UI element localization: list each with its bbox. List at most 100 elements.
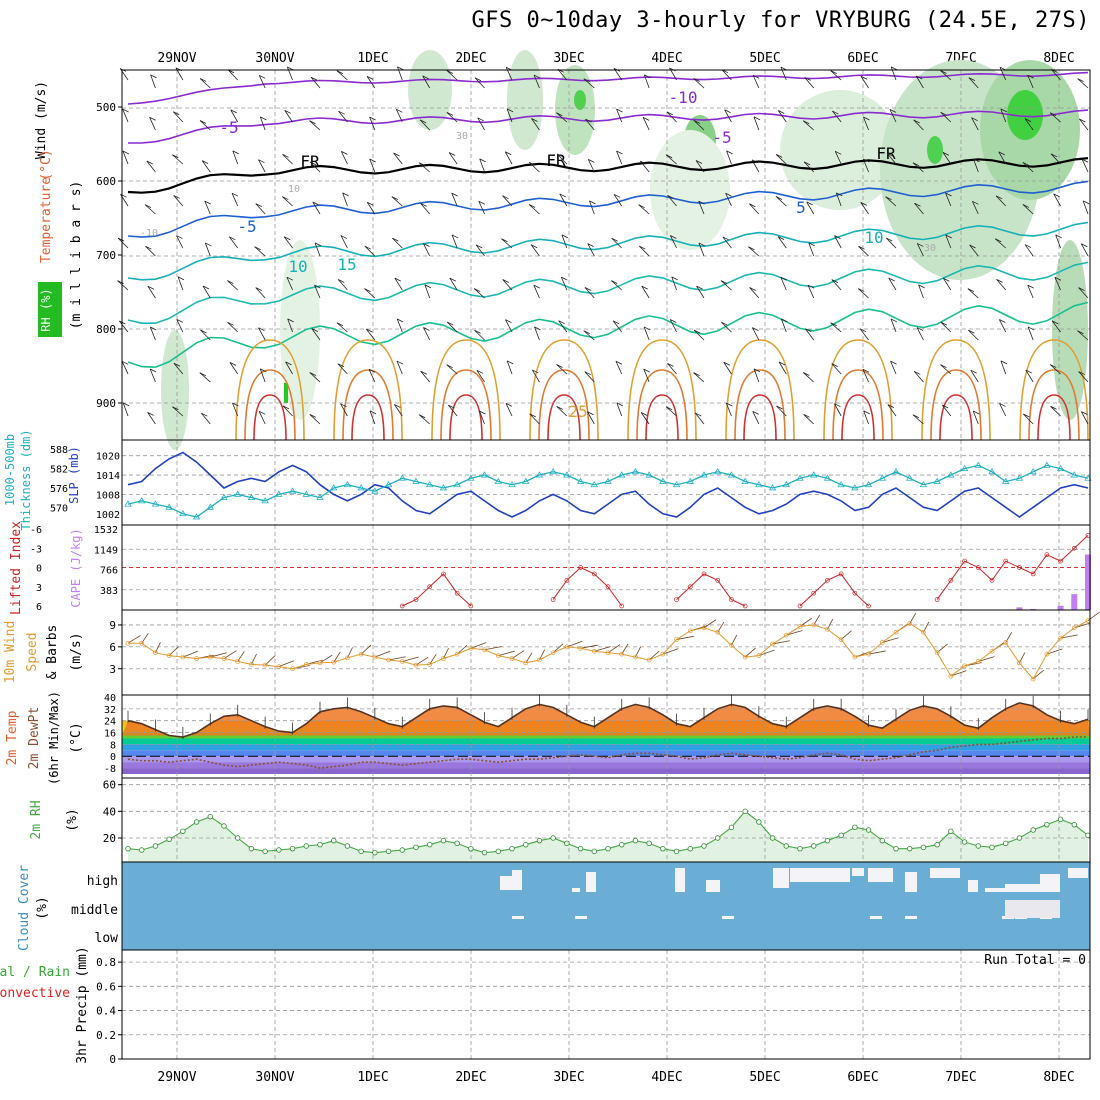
- rh-point: [783, 843, 789, 849]
- rh-point: [180, 828, 186, 835]
- wind-barb: [698, 200, 705, 205]
- wind-barb: [173, 362, 181, 367]
- lifted-index-point: [797, 603, 803, 609]
- wind-barb: [665, 406, 673, 411]
- slp-tick-label: 1014: [96, 471, 120, 482]
- wind-barb: [830, 322, 842, 333]
- wind-barb: [1077, 78, 1089, 89]
- temp-tick-label: 0: [110, 752, 116, 763]
- wind-barb: [917, 243, 924, 247]
- cloud-gap: [905, 872, 917, 892]
- temperature-contour-arch: [627, 339, 697, 441]
- wind-barb: [150, 74, 156, 89]
- rh-point: [920, 844, 927, 851]
- rh-point: [591, 848, 597, 855]
- contour-15: [127, 261, 1089, 324]
- temp-band: [122, 744, 1090, 751]
- wind-barb: [121, 360, 129, 365]
- thickness-marker: [549, 468, 557, 475]
- wind-barb: [670, 235, 677, 239]
- wind-speed-point: [866, 651, 871, 657]
- wind-barb: [1000, 108, 1007, 123]
- cloud-gap: [1040, 874, 1060, 888]
- wind-barb: [144, 204, 156, 215]
- wind-barb: [393, 152, 403, 165]
- wind-speed-point: [386, 657, 391, 663]
- wind-barb: [780, 318, 787, 333]
- wind-barb: [530, 244, 538, 249]
- wind-barb: [776, 405, 783, 410]
- contour-minus10: [127, 71, 1089, 105]
- y-tick-label: 0.2: [96, 1029, 116, 1042]
- wind-barb: [721, 69, 732, 81]
- pressure-axis-label: (m i l l i b a r s): [69, 181, 84, 330]
- wind-barb: [502, 195, 509, 200]
- wind-barb-10m: [662, 648, 679, 655]
- y-tick-label: 0.6: [96, 980, 116, 993]
- thickness-marker: [165, 503, 173, 510]
- wind-barb: [835, 150, 842, 155]
- rh-point: [139, 847, 145, 853]
- wind-barb: [422, 75, 429, 80]
- wind-barb: [314, 284, 321, 299]
- wind-barb: [585, 118, 592, 123]
- date-label-top: 4DEC: [651, 51, 682, 66]
- wind-barb: [199, 78, 207, 82]
- wind-barb: [940, 70, 947, 74]
- wind-barb: [970, 369, 979, 383]
- wind-barb-10m: [594, 646, 611, 652]
- wind-barb-10m: [402, 656, 419, 662]
- rh-axis-label: RH (%): [39, 288, 53, 331]
- wind-barb: [204, 200, 211, 215]
- wind-barb: [451, 234, 459, 239]
- wind-barb: [476, 370, 485, 383]
- wind-barb: [778, 361, 786, 366]
- y-tick-label: 600: [96, 175, 116, 188]
- wind-barb: [284, 110, 293, 123]
- thickness-marker: [151, 500, 160, 507]
- thickness-marker: [220, 493, 228, 501]
- lifted-index-point: [852, 590, 858, 596]
- wind-barb: [912, 162, 924, 173]
- wind-barb: [451, 192, 458, 197]
- wind-barb: [122, 402, 129, 417]
- wind-barb: [887, 404, 895, 408]
- y-tick-label: 500: [96, 101, 116, 114]
- wind-barb: [612, 320, 623, 333]
- wind-barb: [972, 200, 979, 205]
- wind-barb: [396, 360, 404, 365]
- wind-barb: [420, 203, 427, 207]
- wind-barb: [392, 237, 403, 249]
- wind-barb: [558, 320, 565, 325]
- wind-barb: [232, 402, 239, 417]
- rh-point: [413, 844, 419, 851]
- wind-barb: [808, 242, 815, 257]
- wind-barb: [227, 280, 238, 291]
- wind-barb: [337, 363, 345, 368]
- wind-barb: [890, 360, 897, 375]
- wind-speed-point: [303, 662, 309, 667]
- wind-barb: [446, 112, 454, 116]
- rh-point: [961, 839, 968, 845]
- wind-barb: [117, 237, 129, 249]
- top-date-axis: 29NOV 30NOV 1DEC 2DEC 3DEC 4DEC 5DEC 6DEC 7DEC 8D…: [157, 51, 1074, 66]
- thickness-marker: [810, 471, 818, 478]
- wind-barb: [887, 404, 897, 417]
- wind-barb: [940, 112, 952, 123]
- wind-barb-10m: [758, 649, 775, 656]
- wind-barb: [420, 371, 431, 383]
- wind-barb: [1022, 162, 1030, 166]
- wind-barb: [970, 369, 977, 374]
- wind-barb: [583, 78, 591, 83]
- wind-barb: [1077, 330, 1084, 335]
- cloud-gap-mid: [905, 916, 917, 919]
- wind-barb: [859, 328, 867, 333]
- wind-speed-point: [180, 654, 186, 660]
- thickness-marker: [892, 468, 900, 475]
- wind-barb: [149, 116, 156, 121]
- wind-barb: [173, 195, 180, 199]
- wind-barb: [890, 318, 897, 333]
- wind-barb: [858, 288, 865, 292]
- rh-point: [605, 845, 611, 852]
- wind-barb: [803, 372, 814, 383]
